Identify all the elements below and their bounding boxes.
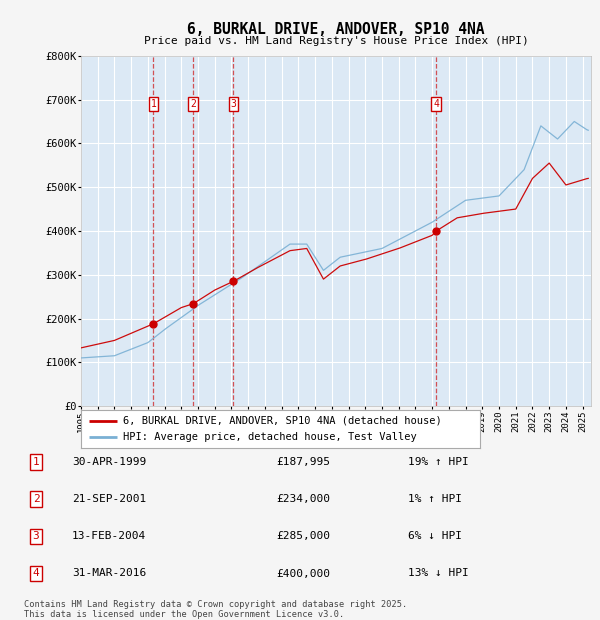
Text: £285,000: £285,000 [276,531,330,541]
Text: 1: 1 [151,99,157,109]
Text: 19% ↑ HPI: 19% ↑ HPI [408,457,469,467]
Text: 6, BURKAL DRIVE, ANDOVER, SP10 4NA: 6, BURKAL DRIVE, ANDOVER, SP10 4NA [187,22,485,37]
Text: 3: 3 [32,531,40,541]
Text: HPI: Average price, detached house, Test Valley: HPI: Average price, detached house, Test… [123,432,416,442]
Text: 4: 4 [32,569,40,578]
Text: 6% ↓ HPI: 6% ↓ HPI [408,531,462,541]
Text: 2: 2 [32,494,40,504]
Text: 3: 3 [230,99,236,109]
Text: 6, BURKAL DRIVE, ANDOVER, SP10 4NA (detached house): 6, BURKAL DRIVE, ANDOVER, SP10 4NA (deta… [123,416,442,426]
Text: Price paid vs. HM Land Registry's House Price Index (HPI): Price paid vs. HM Land Registry's House … [143,36,529,46]
Text: 2: 2 [190,99,196,109]
Text: Contains HM Land Registry data © Crown copyright and database right 2025.
This d: Contains HM Land Registry data © Crown c… [24,600,407,619]
Text: 31-MAR-2016: 31-MAR-2016 [72,569,146,578]
Text: 4: 4 [433,99,439,109]
Text: 21-SEP-2001: 21-SEP-2001 [72,494,146,504]
Text: £400,000: £400,000 [276,569,330,578]
Text: £187,995: £187,995 [276,457,330,467]
Text: 13-FEB-2004: 13-FEB-2004 [72,531,146,541]
Text: 1% ↑ HPI: 1% ↑ HPI [408,494,462,504]
Text: 1: 1 [32,457,40,467]
Text: £234,000: £234,000 [276,494,330,504]
Text: 30-APR-1999: 30-APR-1999 [72,457,146,467]
Text: 13% ↓ HPI: 13% ↓ HPI [408,569,469,578]
